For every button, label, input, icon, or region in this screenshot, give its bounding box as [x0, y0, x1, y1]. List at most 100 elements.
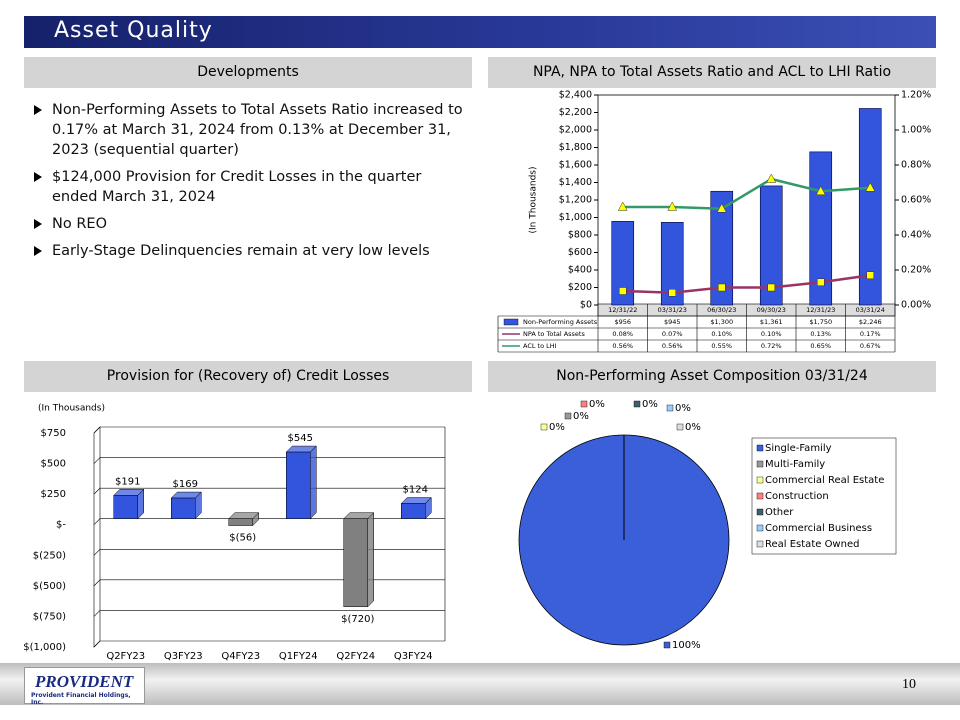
bar — [286, 451, 311, 519]
bar-side — [310, 445, 317, 520]
footer — [0, 663, 960, 705]
legend-swatch — [756, 540, 764, 548]
value-label: $169 — [173, 479, 198, 490]
marker — [865, 182, 876, 192]
x-tick-label: 09/30/23 — [757, 306, 786, 314]
grid-line-side — [93, 579, 101, 587]
line — [622, 177, 871, 211]
bar — [858, 108, 882, 306]
y2-tick-label: 0.00% — [901, 300, 931, 311]
y2-tick-label: 0.40% — [901, 230, 931, 241]
bar — [401, 503, 426, 519]
legend-label: Non-Performing Assets — [523, 318, 598, 326]
bullet-list: Non-Performing Assets to Total Assets Ra… — [32, 100, 468, 268]
x-tick-label: 06/30/23 — [707, 306, 736, 314]
y-tick-label: $200 — [568, 282, 592, 293]
grid-line-side — [93, 426, 101, 434]
y-tick-label: $0 — [580, 300, 592, 311]
y-tick-label: $800 — [568, 230, 592, 241]
table-value: $956 — [614, 318, 631, 326]
chart-title: NPA, NPA to Total Assets Ratio and ACL t… — [488, 57, 936, 88]
x-tick-label: Q1FY24 — [279, 651, 318, 662]
marker — [815, 185, 826, 195]
marker — [668, 289, 676, 297]
y2-tick-label: 0.20% — [901, 265, 931, 276]
table-value: 0.13% — [810, 330, 831, 338]
bar — [611, 221, 635, 306]
label-key — [676, 423, 684, 431]
y-tick-label: $1,800 — [559, 142, 592, 153]
legend-swatch — [503, 318, 519, 326]
y-tick-label: $750 — [41, 428, 66, 439]
table-value: $1,750 — [809, 318, 832, 326]
grid-line-side — [93, 610, 101, 617]
marker — [766, 173, 777, 183]
table-value: 0.65% — [810, 342, 831, 350]
grid-line-side — [93, 487, 101, 495]
table-value: 0.17% — [860, 330, 881, 338]
table-value: 0.55% — [711, 342, 732, 350]
table-value: 0.10% — [761, 330, 782, 338]
table-value: $2,246 — [859, 318, 882, 326]
bullet: $124,000 Provision for Credit Losses in … — [32, 167, 468, 207]
y-tick-label: $1,200 — [559, 195, 592, 206]
bar — [660, 222, 684, 306]
legend-label: Other — [765, 507, 794, 518]
bullet: No REO — [32, 214, 468, 234]
value-label: 0% — [549, 422, 565, 433]
grid-line-side — [93, 457, 101, 464]
y-tick-label: $- — [56, 520, 66, 531]
y-tick-label: $2,000 — [559, 125, 592, 136]
bar — [759, 185, 783, 306]
table-value: 0.56% — [662, 342, 683, 350]
y-axis-label: (In Thousands) — [529, 167, 539, 234]
marker — [718, 283, 726, 292]
y-tick-label: $1,600 — [559, 160, 592, 171]
value-label: $191 — [115, 476, 140, 487]
title-bar: Asset Quality — [24, 16, 936, 48]
label-key — [633, 400, 641, 408]
y2-tick-label: 1.00% — [901, 125, 931, 136]
y-tick-label: $(250) — [33, 550, 66, 561]
legend-swatch — [756, 460, 764, 468]
marker — [667, 201, 678, 211]
x-tick-label: Q3FY24 — [394, 651, 433, 662]
x-tick-label: Q2FY23 — [106, 651, 145, 662]
legend-swatch — [756, 476, 764, 484]
table-value: $1,300 — [710, 318, 733, 326]
legend-swatch — [756, 508, 764, 516]
y-tick-label: $2,200 — [559, 107, 592, 118]
value-label: 0% — [675, 403, 691, 414]
y-tick-label: $(750) — [33, 611, 66, 622]
marker — [617, 201, 628, 211]
table-value: 0.67% — [860, 342, 881, 350]
grid-line-side — [93, 640, 101, 648]
value-label: 0% — [685, 422, 701, 433]
y-tick-label: $600 — [568, 247, 592, 258]
marker — [716, 203, 727, 213]
chart-title: Non-Performing Asset Composition 03/31/2… — [488, 361, 936, 392]
x-tick-label: Q3FY23 — [164, 651, 203, 662]
y2-tick-label: 1.20% — [901, 90, 931, 101]
marker — [619, 287, 627, 295]
line — [622, 274, 871, 295]
legend-label: ACL to LHI — [523, 342, 557, 350]
grid-line-side — [93, 518, 101, 525]
bar — [171, 497, 196, 519]
x-tick-label: Q2FY24 — [336, 651, 375, 662]
legend-label: Construction — [765, 491, 829, 502]
slide-title: Asset Quality — [54, 18, 213, 43]
x-tick-label: 03/31/24 — [856, 306, 885, 314]
logo-text: PROVIDENT — [35, 672, 134, 691]
label-key — [540, 423, 548, 431]
x-tick-label: 12/31/23 — [806, 306, 835, 314]
value-label: 0% — [589, 399, 605, 410]
bar — [710, 190, 734, 306]
y-tick-label: $250 — [41, 489, 66, 500]
legend-label: NPA to Total Assets — [523, 330, 585, 338]
value-label: 0% — [642, 399, 658, 410]
table-value: 0.08% — [612, 330, 633, 338]
table-value: $1,361 — [760, 318, 783, 326]
chart-title: Provision for (Recovery of) Credit Losse… — [24, 361, 472, 392]
